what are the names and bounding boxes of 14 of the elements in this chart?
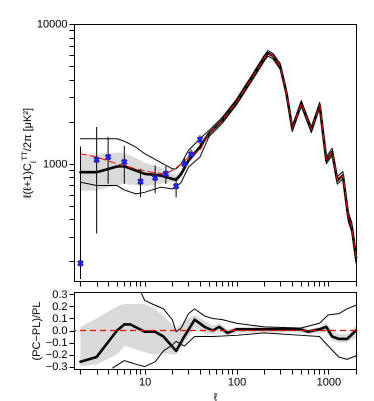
y-tick-label: 0.2 (52, 300, 68, 313)
y-axis-title: (PC−PL)/PL (30, 302, 43, 360)
y-tick-label: −0.1 (46, 337, 68, 350)
x-tick-label: 10 (139, 376, 152, 388)
x-tick-label: 100 (228, 376, 246, 388)
y-tick-label: 1000 (43, 158, 68, 170)
y-tick-label: 0.1 (52, 312, 68, 325)
y-tick-label: 10000 (36, 18, 68, 30)
y-tick-label: 0.0 (52, 325, 68, 337)
y-tick-label: 0.3 (52, 288, 68, 301)
y-tick-label: −0.3 (46, 361, 68, 374)
x-axis-title: ℓ (214, 392, 218, 401)
x-tick-label: 1000 (316, 376, 342, 388)
y-tick-label: −0.2 (46, 349, 68, 362)
